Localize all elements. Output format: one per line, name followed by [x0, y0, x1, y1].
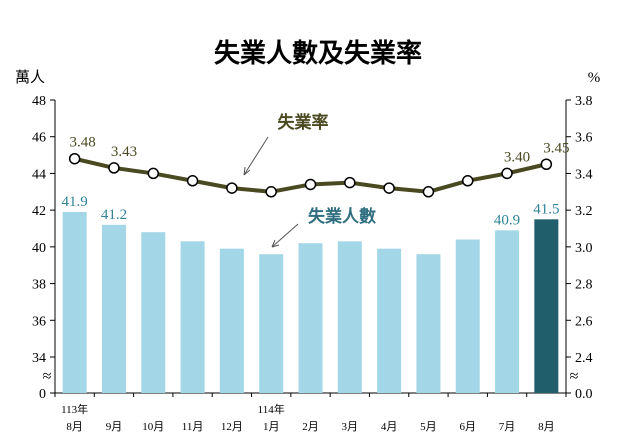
annotation-rate-arrow: [243, 136, 269, 176]
left-tick-label: 44: [32, 167, 46, 182]
x-tick-label: 3月: [342, 421, 359, 433]
bar-data-label: 40.9: [494, 212, 520, 228]
annotation-unemployed: 失業人數: [308, 206, 376, 226]
left-tick-label: 36: [32, 314, 46, 329]
rate-point: [422, 186, 435, 198]
right-tick-label: 0.0: [575, 387, 593, 402]
right-tick-label: 3.6: [575, 131, 593, 146]
rate-point: [186, 175, 199, 187]
x-tick-label: 6月: [459, 421, 476, 433]
rate-data-label: 3.45: [543, 140, 569, 156]
left-tick-label: 48: [32, 94, 46, 109]
rate-data-label: 3.48: [70, 135, 96, 151]
x-tick-label: 9月: [106, 421, 123, 433]
x-tick-label: 8月: [538, 421, 555, 433]
right-tick-label: 3.8: [575, 94, 593, 109]
bar: [259, 254, 284, 393]
x-tick-label: 12月: [221, 421, 243, 433]
bar: [534, 219, 559, 393]
rate-point: [383, 182, 395, 194]
bar: [180, 241, 205, 393]
x-tick-label: 5月: [420, 421, 437, 433]
bar: [141, 232, 166, 393]
right-axis-unit: %: [588, 70, 601, 86]
bar: [337, 241, 362, 393]
bar: [62, 211, 87, 393]
bar: [219, 248, 244, 393]
annotation-rate-arrowhead: [243, 166, 251, 176]
rate-point: [344, 176, 356, 189]
right-tick-label: 3.4: [575, 167, 593, 182]
bar: [298, 243, 323, 393]
rate-point: [540, 158, 553, 170]
x-tick-label: 7月: [499, 421, 516, 433]
left-tick-label: 46: [32, 131, 46, 146]
rate-point: [68, 152, 81, 165]
annotation-rate: 失業率: [278, 112, 329, 132]
right-tick-label: 3.2: [575, 204, 593, 219]
x-tick-label: 1月: [263, 421, 280, 433]
chart-title: 失業人數及失業率: [214, 38, 422, 68]
left-tick-label: 38: [32, 278, 46, 293]
bar-data-label: 41.9: [62, 194, 88, 210]
left-tick-label: 0: [39, 387, 46, 402]
x-tick-label: 2月: [302, 421, 319, 433]
x-tick-label: 11月: [182, 421, 204, 433]
bar: [455, 239, 480, 393]
bar: [101, 224, 126, 393]
left-tick-label: 34: [32, 351, 46, 366]
bar-data-label: 41.2: [101, 207, 127, 223]
rate-data-label: 3.43: [111, 144, 137, 160]
annotation-unemployed-arrowhead: [271, 239, 280, 248]
rate-point: [265, 186, 277, 198]
x-tick-label: 10月: [142, 421, 164, 433]
right-tick-label: 2.8: [575, 278, 593, 293]
rate-point: [108, 162, 120, 174]
rate-point: [304, 178, 317, 191]
left-axis-unit: 萬人: [15, 69, 45, 86]
x-tick-label: 8月: [66, 421, 83, 433]
rate-point: [226, 182, 238, 194]
rate-point: [461, 175, 474, 187]
bar: [377, 248, 402, 393]
rate-point: [501, 167, 513, 180]
right-tick-label: 3.0: [575, 241, 593, 256]
left-axis-break: ≈: [43, 368, 52, 385]
right-axis-break: ≈: [570, 368, 579, 385]
bar-data-label: 41.5: [533, 201, 559, 217]
left-tick-label: 42: [32, 204, 46, 219]
rate-data-label: 3.40: [504, 149, 530, 165]
right-tick-label: 2.4: [575, 351, 593, 366]
bar: [495, 230, 520, 393]
rate-point: [147, 167, 160, 180]
bar: [416, 254, 441, 393]
x-tick-label: 4月: [381, 421, 398, 433]
year-label: 113年: [61, 402, 88, 416]
right-tick-label: 2.6: [575, 314, 593, 329]
left-tick-label: 40: [32, 241, 46, 256]
year-label: 114年: [258, 402, 285, 416]
annotation-unemployed-arrow: [271, 223, 299, 248]
